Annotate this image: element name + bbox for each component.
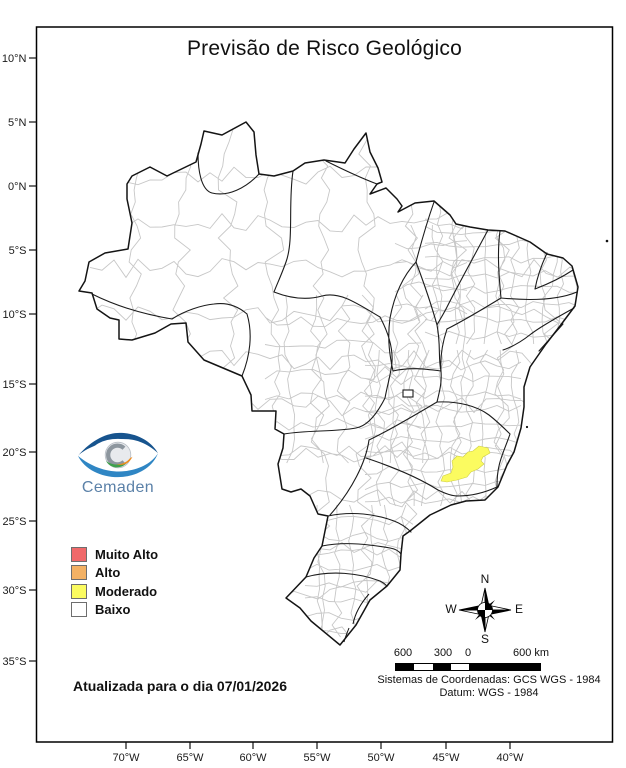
lat-tick-label: 5°N [8, 117, 27, 129]
cemaden-logo: Cemaden [72, 432, 164, 497]
lat-tick-label: 15°S [3, 379, 27, 391]
scale-bar-label: 0 [464, 647, 472, 659]
brazil-landmass [79, 122, 578, 645]
lon-tick-label: 40°W [496, 752, 524, 764]
legend-item-muito-alto: Muito Alto [71, 545, 158, 564]
cemaden-eye-icon [77, 432, 159, 478]
compass-w-label: W [445, 602, 457, 616]
legend-swatch [71, 602, 87, 618]
lat-tick-label: 35°S [3, 656, 27, 668]
cemaden-logo-text: Cemaden [81, 479, 155, 496]
distrito-federal [402, 389, 414, 398]
brazil-outline [78, 121, 579, 646]
legend-label: Moderado [95, 583, 158, 599]
legend-item-moderado: Moderado [71, 582, 158, 601]
longitude-axis: 70°W 65°W 60°W 55°W 50°W 45°W 40°W [112, 742, 524, 764]
legend-label: Muito Alto [95, 546, 159, 562]
moderado-risk-area [440, 445, 491, 483]
lon-tick-label: 60°W [239, 752, 267, 764]
island-dot-noronha [605, 239, 609, 243]
lat-tick-label: 5°S [9, 245, 27, 257]
scale-bar-graphic [395, 663, 541, 671]
lat-tick-label: 0°N [8, 181, 27, 193]
lat-tick-label: 30°S [3, 585, 27, 597]
credits-line2: Datum: WGS - 1984 [439, 687, 539, 699]
map-title: Previsão de Risco Geológico [186, 37, 463, 60]
compass-rose-icon [458, 587, 512, 633]
legend-swatch [71, 546, 87, 562]
lat-tick-label: 25°S [3, 516, 27, 528]
lon-tick-label: 70°W [112, 752, 140, 764]
lat-tick-label: 10°N [2, 53, 27, 65]
lon-tick-label: 45°W [432, 752, 460, 764]
lon-tick-label: 65°W [176, 752, 204, 764]
coordinate-system-credits: Sistemas de Coordenadas: GCS WGS - 1984 … [376, 674, 602, 700]
latitude-axis: 10°N 5°N 0°N 5°S 10°S 15°S 20°S 25°S 30°S 35°S [2, 53, 37, 668]
legend-item-alto: Alto [71, 564, 158, 583]
scale-bar-label: 600 km [512, 647, 550, 659]
legend-label: Baixo [95, 602, 131, 618]
scale-bar-label: 600 [393, 647, 413, 659]
lat-tick-label: 20°S [3, 447, 27, 459]
scale-bar: 600 300 0 600 km [390, 647, 555, 673]
update-date-text: Atualizada para o dia 07/01/2026 [73, 678, 287, 694]
legend-item-baixo: Baixo [71, 601, 158, 620]
credits-line1: Sistemas de Coordenadas: GCS WGS - 1984 [377, 674, 601, 686]
risk-legend: Muito Alto Alto Moderado Baixo [71, 545, 158, 619]
lagoa-dos-patos [343, 593, 370, 643]
compass-s-label: S [480, 632, 490, 646]
lat-tick-label: 10°S [3, 309, 27, 321]
legend-label: Alto [95, 565, 121, 581]
compass-n-label: N [480, 572, 490, 586]
compass-e-label: E [514, 602, 524, 616]
legend-swatch [71, 565, 87, 581]
legend-swatch [71, 583, 87, 599]
scale-bar-label: 300 [433, 647, 453, 659]
lon-tick-label: 55°W [303, 752, 331, 764]
island-dot-abrolhos [525, 425, 529, 429]
lon-tick-label: 50°W [367, 752, 395, 764]
